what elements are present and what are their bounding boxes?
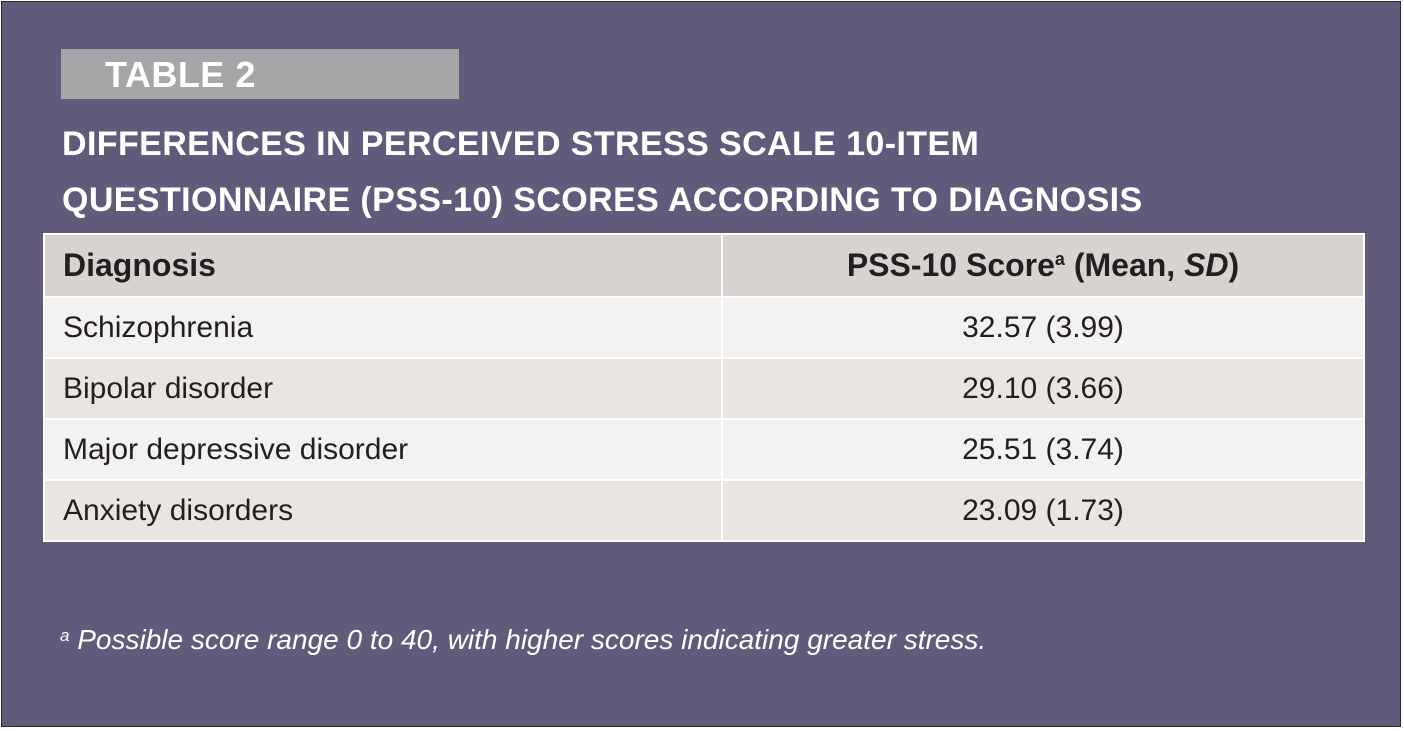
row-diagnosis: Bipolar disorder (43, 357, 723, 420)
table-footnote: a Possible score range 0 to 40, with hig… (60, 624, 986, 656)
row-score: 32.57 (3.99) (721, 296, 1365, 359)
table-label-box: TABLE 2 (61, 49, 459, 99)
title-line-2: QUESTIONNAIRE (PSS-10) SCORES ACCORDING … (62, 181, 1143, 219)
header-pss-score: PSS-10 Scorea (Mean, SD) (721, 233, 1365, 298)
table-row: Schizophrenia 32.57 (3.99) (43, 296, 1365, 359)
table-row: Bipolar disorder 29.10 (3.66) (43, 357, 1365, 420)
row-diagnosis: Anxiety disorders (43, 479, 723, 542)
table-row: Anxiety disorders 23.09 (1.73) (43, 479, 1365, 542)
header-mean-open: (Mean, (1064, 247, 1185, 283)
footnote-text: Possible score range 0 to 40, with highe… (69, 624, 987, 655)
header-diagnosis: Diagnosis (43, 233, 723, 298)
header-score-label: PSS-10 Score (846, 247, 1055, 283)
table-label: TABLE 2 (105, 54, 256, 95)
header-footnote-marker: a (1054, 249, 1065, 269)
data-table: Diagnosis PSS-10 Scorea (Mean, SD) Schiz… (43, 233, 1365, 542)
footnote-marker: a (60, 626, 70, 645)
row-diagnosis: Schizophrenia (43, 296, 723, 359)
row-score: 23.09 (1.73) (721, 479, 1365, 542)
row-score: 29.10 (3.66) (721, 357, 1365, 420)
table-header-row: Diagnosis PSS-10 Scorea (Mean, SD) (43, 233, 1365, 298)
title-line-1: DIFFERENCES IN PERCEIVED STRESS SCALE 10… (62, 125, 980, 163)
header-sd: SD (1184, 247, 1229, 283)
row-diagnosis: Major depressive disorder (43, 418, 723, 481)
row-score: 25.51 (3.74) (721, 418, 1365, 481)
header-close-paren: ) (1228, 247, 1240, 283)
table-row: Major depressive disorder 25.51 (3.74) (43, 418, 1365, 481)
table-title: DIFFERENCES IN PERCEIVED STRESS SCALE 10… (62, 116, 1362, 228)
